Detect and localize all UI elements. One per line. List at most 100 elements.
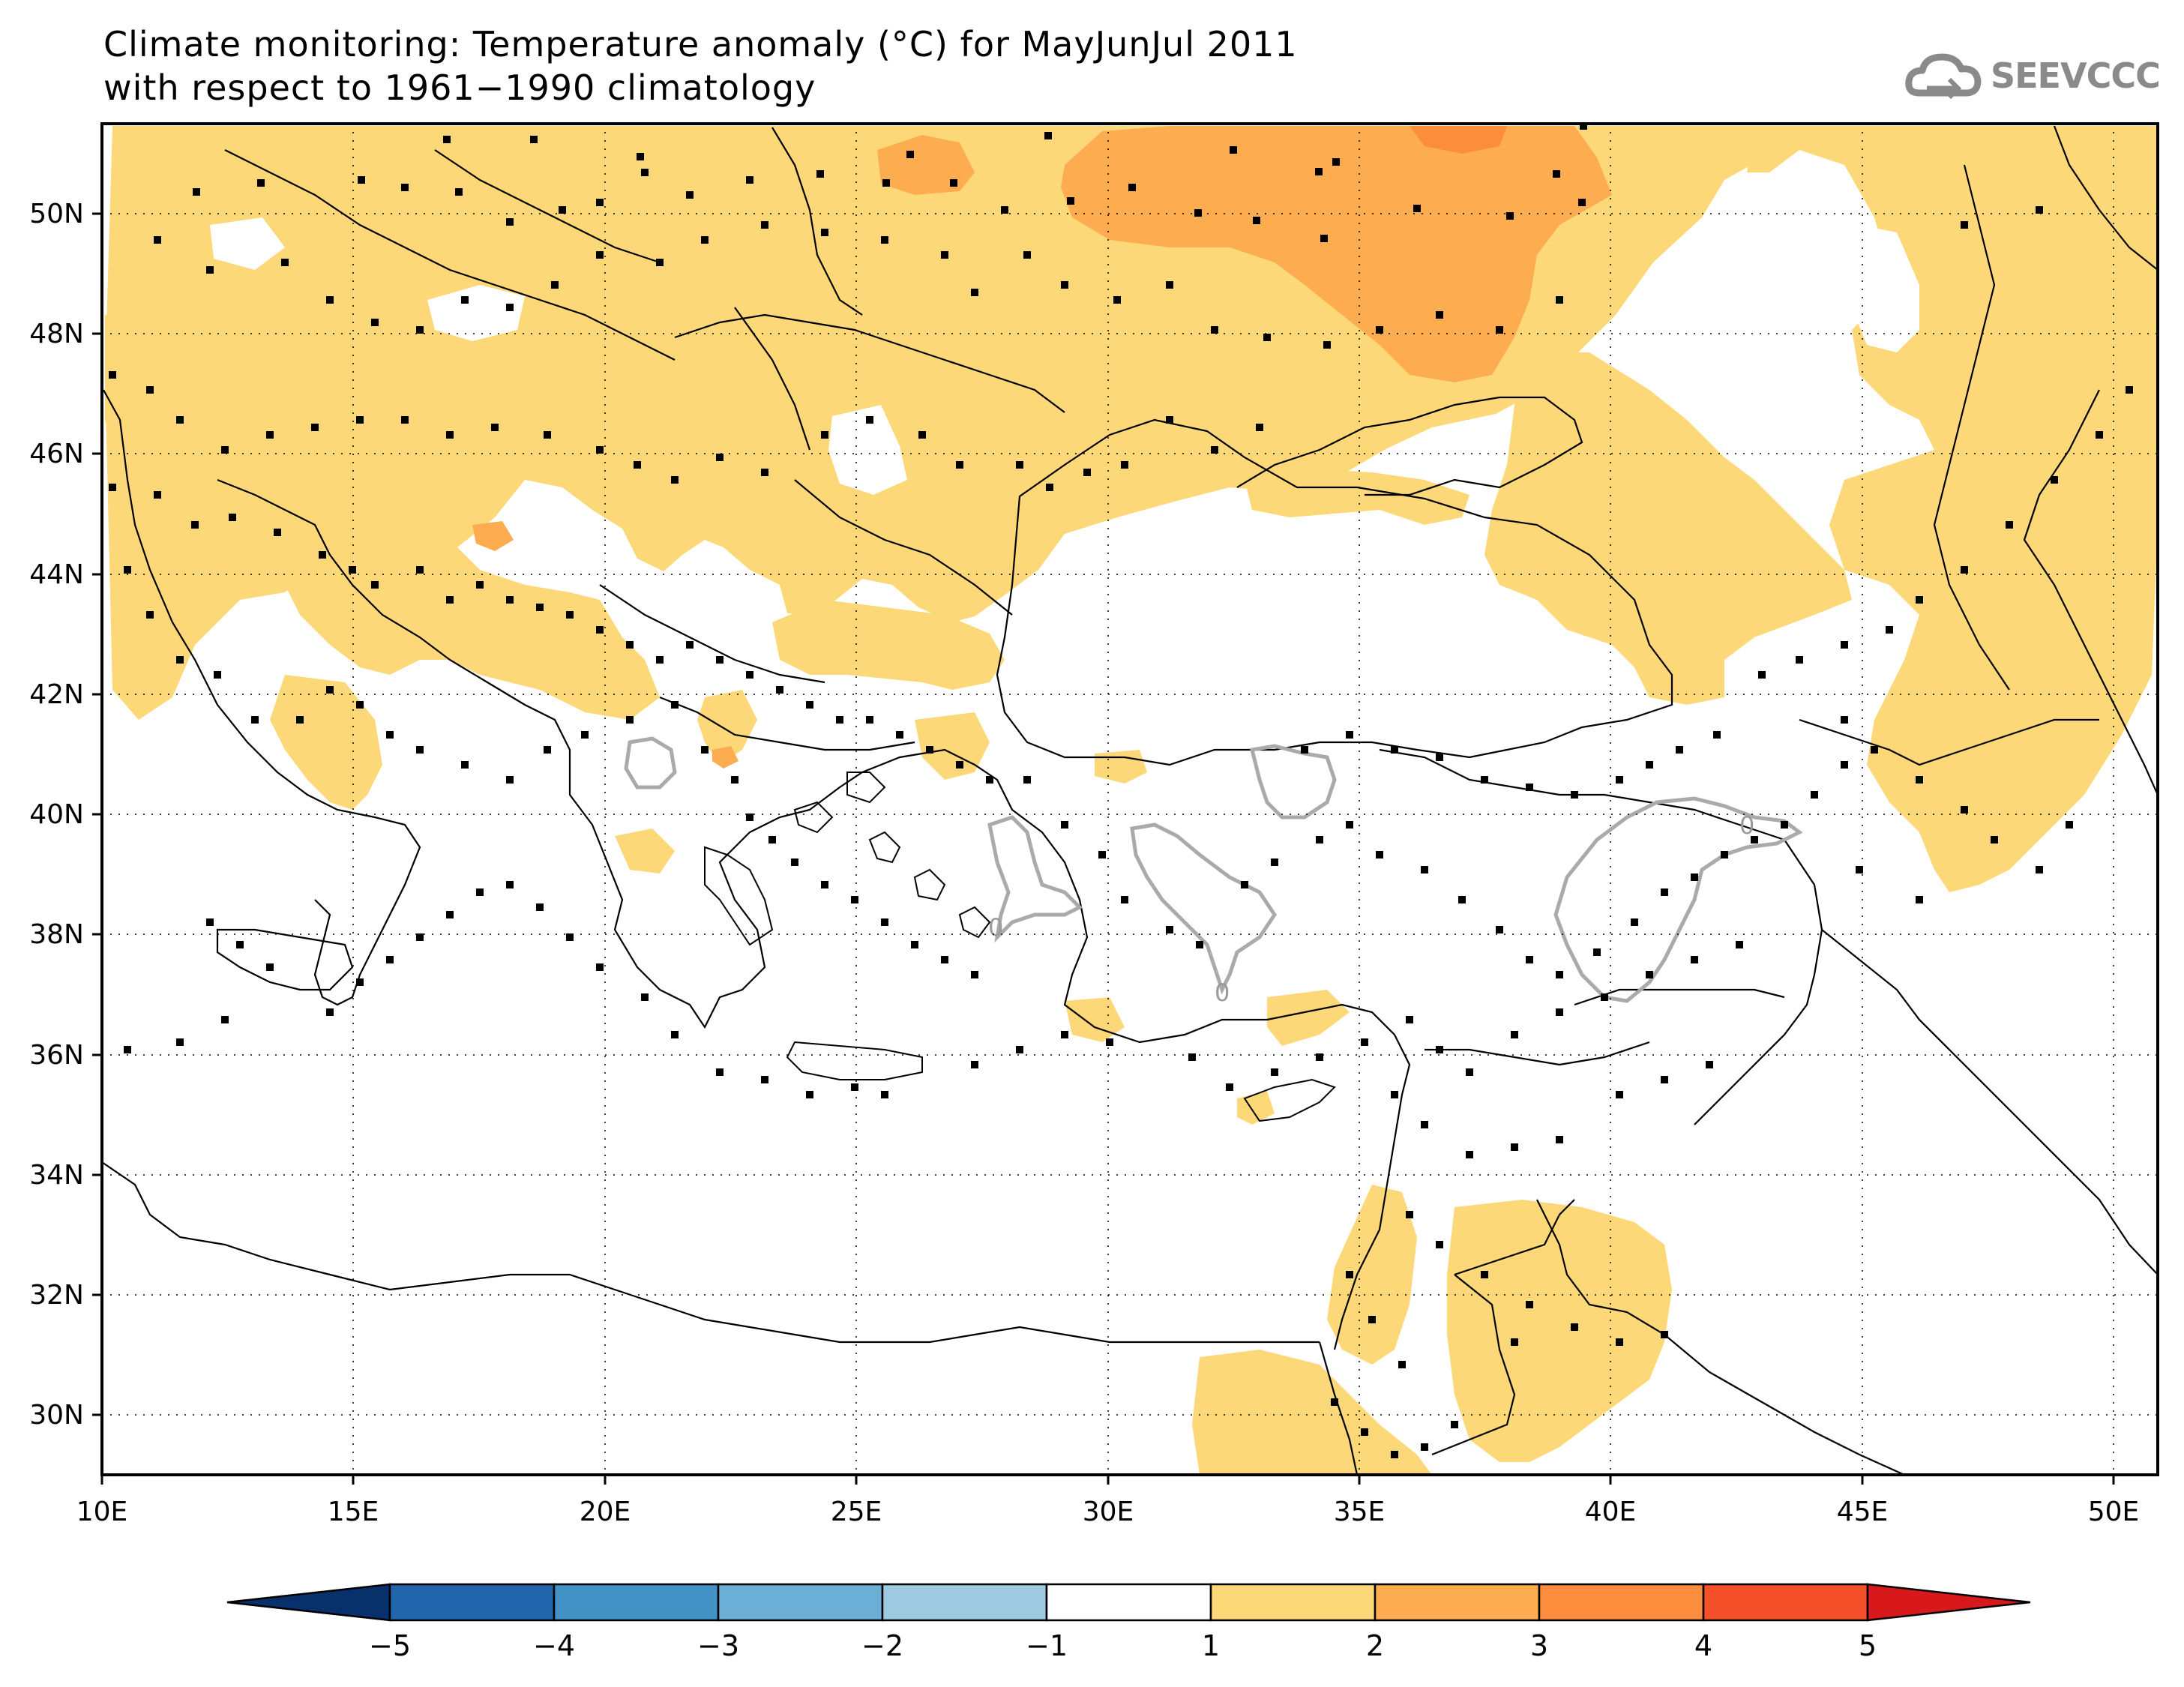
station-marker xyxy=(1346,731,1353,739)
station-marker xyxy=(1046,484,1053,491)
station-marker xyxy=(446,911,454,918)
station-marker xyxy=(1001,206,1008,214)
station-marker xyxy=(416,746,424,754)
station-marker xyxy=(1166,926,1173,933)
y-tick-label: 32N xyxy=(29,1280,84,1311)
colorbar-box xyxy=(1374,1583,1541,1622)
station-marker xyxy=(371,581,379,589)
station-marker xyxy=(1736,941,1743,948)
station-marker xyxy=(911,941,918,948)
station-marker xyxy=(701,236,709,244)
station-marker xyxy=(1271,1068,1278,1076)
station-marker xyxy=(176,656,184,664)
station-marker xyxy=(626,641,634,649)
station-marker xyxy=(1436,311,1443,319)
station-marker xyxy=(1188,1053,1196,1061)
station-marker xyxy=(1376,851,1383,858)
station-marker xyxy=(326,686,334,694)
station-marker xyxy=(1556,1008,1563,1016)
colorbar-box xyxy=(388,1583,556,1622)
station-marker xyxy=(506,776,514,784)
station-marker xyxy=(1368,1316,1376,1323)
colorbar-label: 4 xyxy=(1694,1629,1712,1662)
station-marker xyxy=(686,641,694,649)
station-marker xyxy=(671,1031,679,1038)
station-marker xyxy=(1758,671,1766,679)
colorbar-label: −1 xyxy=(1026,1629,1068,1662)
station-marker xyxy=(881,1091,888,1098)
x-tick-label: 40E xyxy=(1585,1497,1637,1527)
station-marker xyxy=(1916,596,1923,604)
station-marker xyxy=(1601,993,1608,1001)
station-marker xyxy=(1061,1031,1068,1038)
station-marker xyxy=(154,491,161,499)
station-marker xyxy=(1841,716,1848,724)
station-marker xyxy=(1332,158,1340,166)
x-tick-label: 30E xyxy=(1083,1497,1134,1527)
station-marker xyxy=(1316,836,1323,844)
station-marker xyxy=(1166,416,1173,424)
station-marker xyxy=(1458,896,1466,903)
station-marker xyxy=(1526,1301,1533,1308)
station-marker xyxy=(455,188,463,196)
station-marker xyxy=(656,259,664,266)
station-marker xyxy=(1413,205,1421,212)
station-marker xyxy=(311,424,319,431)
station-marker xyxy=(656,656,664,664)
station-marker xyxy=(109,371,116,379)
station-marker xyxy=(671,476,679,484)
station-marker xyxy=(1346,821,1353,829)
station-marker xyxy=(1511,1031,1518,1038)
station-marker xyxy=(1023,251,1031,259)
station-marker xyxy=(1023,776,1031,784)
colorbar-label: −3 xyxy=(697,1629,739,1662)
station-marker xyxy=(882,179,890,187)
station-marker xyxy=(146,386,154,394)
station-marker xyxy=(566,933,574,941)
station-marker xyxy=(1676,746,1683,754)
station-marker xyxy=(1713,731,1721,739)
station-marker xyxy=(986,776,993,784)
station-marker xyxy=(1226,1083,1233,1091)
station-marker xyxy=(206,918,214,926)
y-tick-label: 34N xyxy=(29,1160,84,1191)
station-marker xyxy=(1406,1016,1413,1023)
station-marker xyxy=(416,933,424,941)
station-marker xyxy=(641,169,649,176)
station-marker xyxy=(1256,424,1263,431)
station-marker xyxy=(356,978,364,986)
station-marker xyxy=(637,153,644,160)
colorbar-box xyxy=(881,1583,1048,1622)
station-marker xyxy=(596,446,604,454)
station-marker xyxy=(1481,776,1488,784)
station-marker xyxy=(918,431,926,439)
station-marker xyxy=(1361,1428,1368,1436)
station-marker xyxy=(544,431,551,439)
station-marker xyxy=(146,611,154,619)
colorbar-label: −4 xyxy=(533,1629,575,1662)
station-marker xyxy=(971,1061,978,1068)
station-marker xyxy=(386,731,394,739)
station-marker xyxy=(1211,326,1218,334)
station-marker xyxy=(634,461,641,469)
station-marker xyxy=(956,461,963,469)
title-line-2: with respect to 1961−1990 climatology xyxy=(103,67,816,108)
station-marker xyxy=(1113,296,1121,304)
station-marker xyxy=(1166,281,1173,289)
station-marker xyxy=(971,289,978,296)
station-marker xyxy=(319,551,326,559)
station-marker xyxy=(109,484,116,491)
station-marker xyxy=(1436,1046,1443,1053)
station-marker xyxy=(761,469,768,476)
x-tick-label: 35E xyxy=(1334,1497,1386,1527)
station-marker xyxy=(1706,1061,1713,1068)
station-marker xyxy=(1556,971,1563,978)
colorbar-label: 5 xyxy=(1859,1629,1877,1662)
station-marker xyxy=(1421,866,1428,873)
x-axis-ticks xyxy=(100,1475,2115,1485)
station-marker xyxy=(776,686,783,694)
station-marker xyxy=(274,529,281,536)
zero-anomaly-contours xyxy=(624,736,1803,1003)
station-markers xyxy=(109,124,2133,1458)
station-marker xyxy=(1661,888,1668,896)
